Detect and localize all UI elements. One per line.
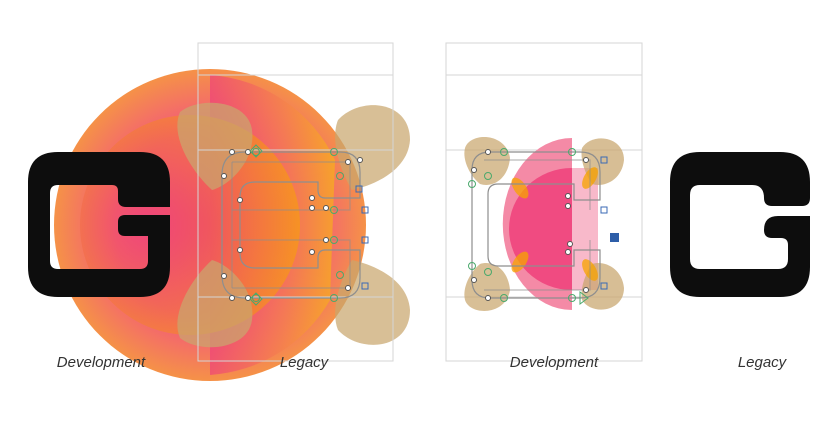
half-disc-strip — [572, 168, 598, 290]
caption-legacy-1: Legacy — [279, 354, 329, 371]
guide-box-right — [445, 42, 643, 362]
caption-legacy-2: Legacy — [737, 354, 787, 371]
caption-development-1: Development — [56, 354, 146, 371]
selected-node-icon — [610, 233, 619, 242]
glyph-g-legacy — [670, 152, 810, 297]
control-nodes-left — [221, 144, 369, 306]
control-nodes-mid — [468, 148, 619, 305]
tan-petals-left — [177, 102, 410, 348]
guide-box-left — [197, 42, 394, 362]
bezier-outline-left — [221, 151, 361, 299]
glyph-g-development — [28, 152, 170, 297]
caption-development-2: Development — [509, 354, 599, 371]
